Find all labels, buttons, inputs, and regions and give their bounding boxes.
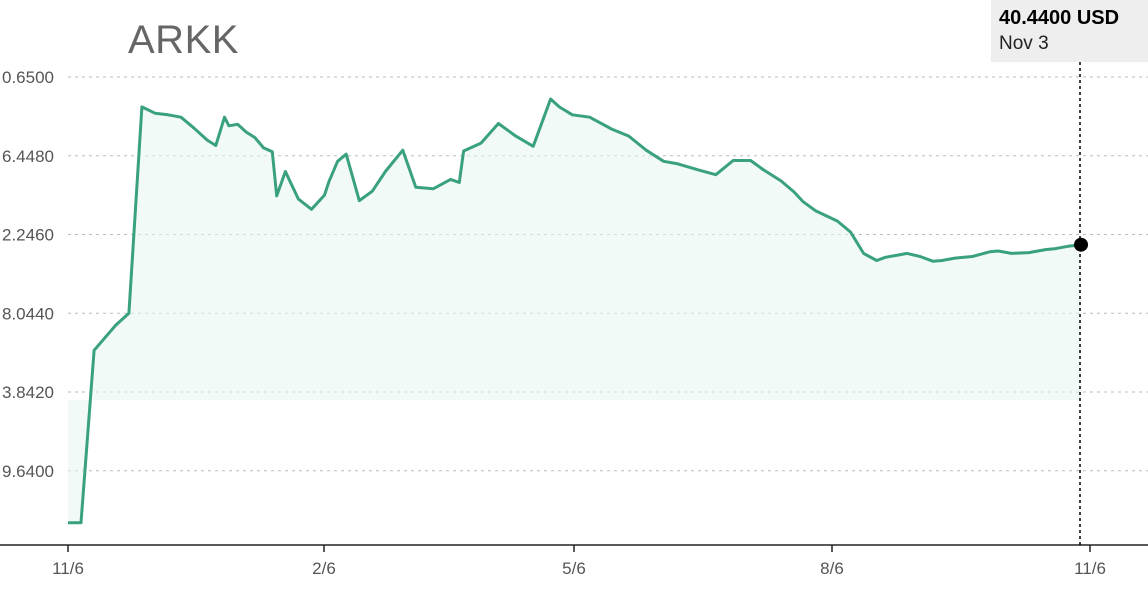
x-tick-label: 5/6 <box>562 559 586 578</box>
price-area <box>68 99 1081 523</box>
x-tick-label: 2/6 <box>312 559 336 578</box>
y-axis-labels: 0.6500 6.4480 2.2460 8.0440 3.8420 9.6400 <box>2 68 54 481</box>
x-tick-label: 11/6 <box>1074 559 1106 578</box>
ticker-title: ARKK <box>128 18 239 62</box>
x-tick-label: 8/6 <box>820 559 844 578</box>
hover-marker <box>1074 237 1088 252</box>
tooltip-price: 40.4400 USD <box>999 7 1120 29</box>
y-tick-label: 2.2460 <box>2 226 54 245</box>
price-tooltip: 40.4400 USD Nov 3 <box>991 0 1148 62</box>
x-tick-label: 11/6 <box>52 559 84 578</box>
y-tick-label: 3.8420 <box>2 383 54 402</box>
price-line <box>68 97 1082 525</box>
y-tick-label: 6.4480 <box>2 147 54 166</box>
x-axis-ticks: 11/6 2/6 5/6 8/6 11/6 <box>52 545 1106 578</box>
tooltip-date: Nov 3 <box>999 33 1049 54</box>
y-tick-label: 0.6500 <box>2 68 54 87</box>
y-tick-label: 9.6400 <box>2 462 54 481</box>
y-tick-label: 8.0440 <box>2 304 54 323</box>
